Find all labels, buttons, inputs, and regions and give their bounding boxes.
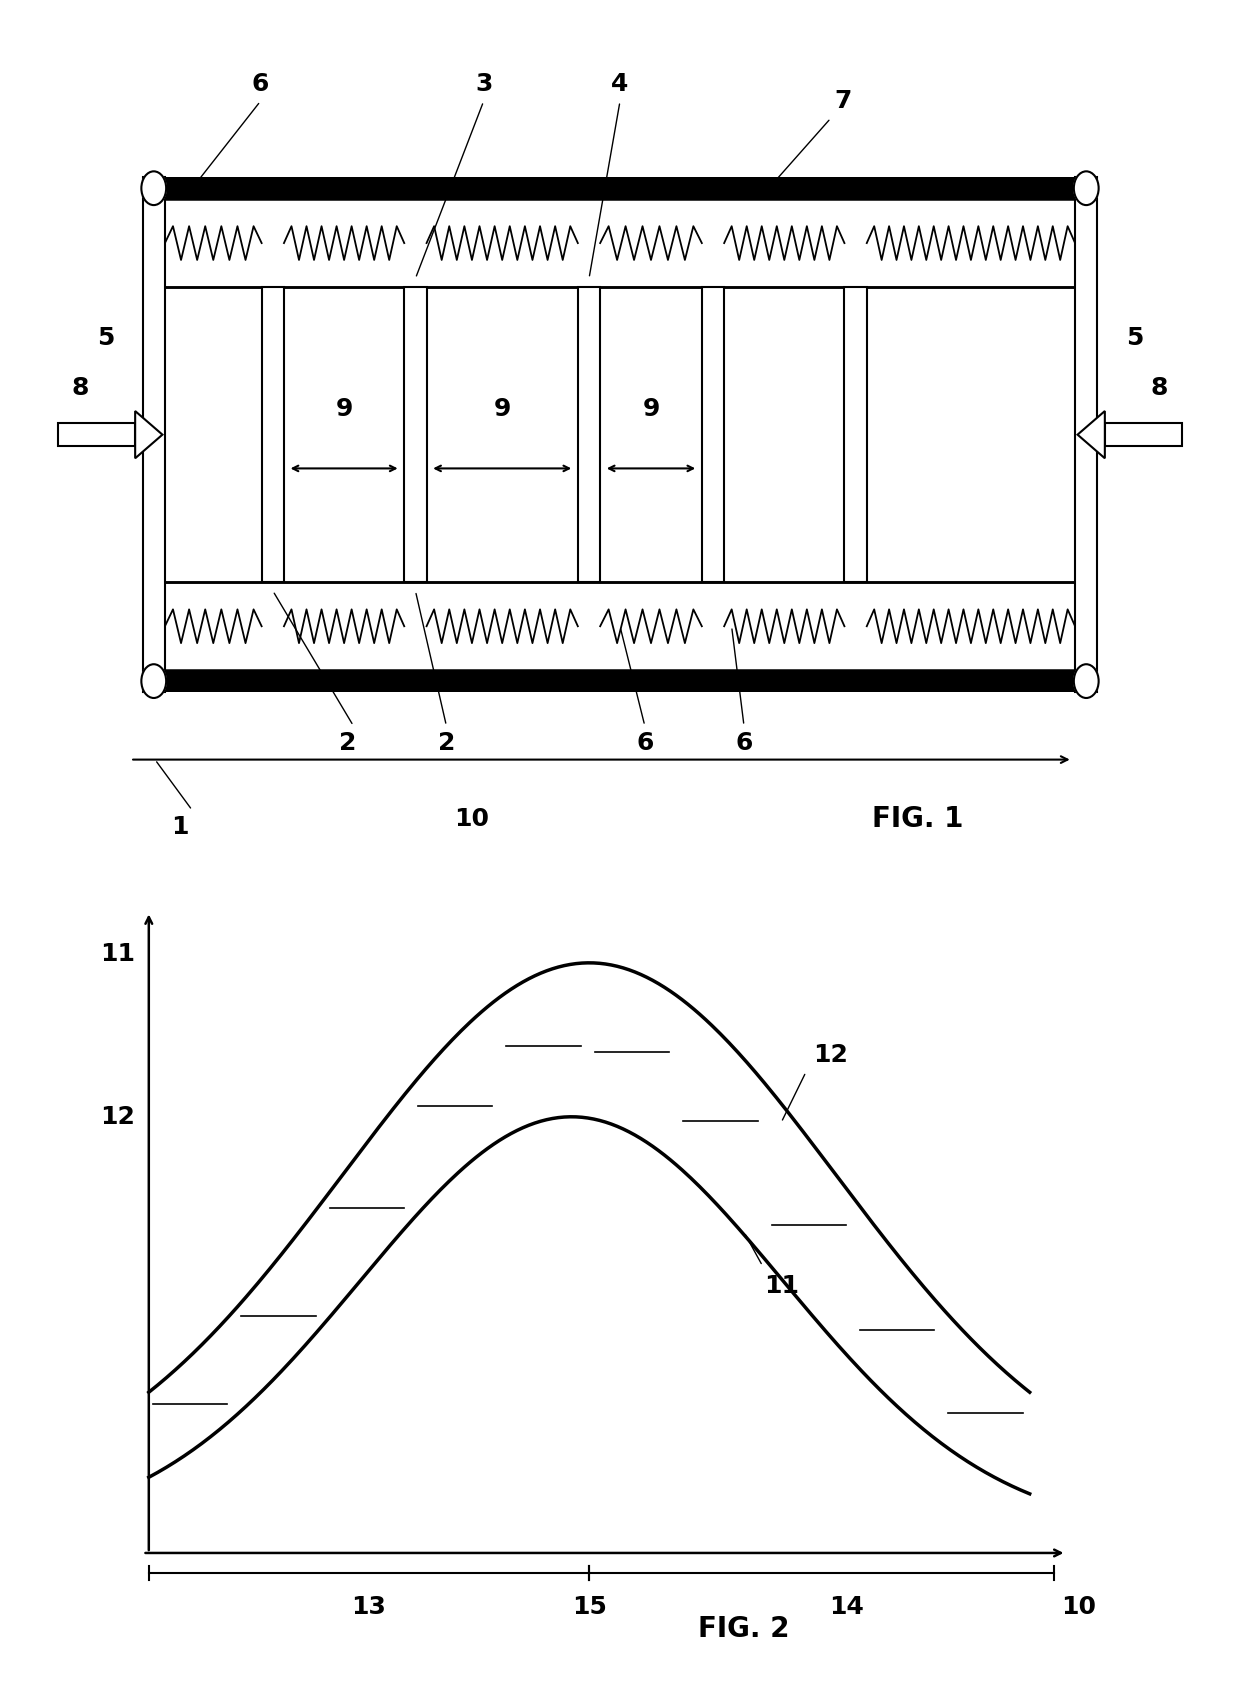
Text: FIG. 2: FIG. 2 — [698, 1615, 790, 1642]
Text: 2: 2 — [438, 731, 455, 755]
Text: 2: 2 — [339, 731, 356, 755]
Text: 4: 4 — [611, 73, 629, 96]
Bar — [702, 287, 724, 582]
Text: 6: 6 — [636, 731, 653, 755]
Text: 3: 3 — [475, 73, 492, 96]
Text: 15: 15 — [572, 1595, 606, 1619]
Circle shape — [1074, 665, 1099, 699]
Text: 1: 1 — [171, 815, 188, 839]
Text: 7: 7 — [835, 89, 852, 113]
Text: 10: 10 — [454, 807, 489, 830]
Text: 6: 6 — [735, 731, 753, 755]
Text: 11: 11 — [100, 942, 135, 967]
Circle shape — [1074, 170, 1099, 204]
Bar — [578, 287, 600, 582]
Circle shape — [141, 170, 166, 204]
Text: 14: 14 — [830, 1595, 864, 1619]
Text: 8: 8 — [72, 376, 89, 400]
Text: 13: 13 — [352, 1595, 387, 1619]
Text: 8: 8 — [1151, 376, 1168, 400]
Bar — [404, 287, 427, 582]
Bar — [143, 177, 165, 692]
Text: 9: 9 — [335, 397, 353, 422]
Text: 9: 9 — [642, 397, 660, 422]
Text: 5: 5 — [97, 326, 114, 349]
Bar — [58, 422, 135, 446]
Text: 5: 5 — [1126, 326, 1143, 349]
Text: 11: 11 — [764, 1274, 799, 1298]
Bar — [1105, 422, 1182, 446]
Polygon shape — [135, 410, 162, 457]
Text: 10: 10 — [1061, 1595, 1096, 1619]
Text: 9: 9 — [494, 397, 511, 422]
Circle shape — [141, 665, 166, 699]
Bar — [262, 287, 284, 582]
Bar — [143, 177, 1097, 199]
Text: 12: 12 — [813, 1043, 848, 1067]
Text: 12: 12 — [100, 1104, 135, 1129]
Bar — [143, 670, 1097, 692]
Text: 6: 6 — [252, 73, 269, 96]
Text: FIG. 1: FIG. 1 — [872, 805, 963, 832]
Polygon shape — [1078, 410, 1105, 457]
Bar — [844, 287, 867, 582]
Bar — [1075, 177, 1097, 692]
